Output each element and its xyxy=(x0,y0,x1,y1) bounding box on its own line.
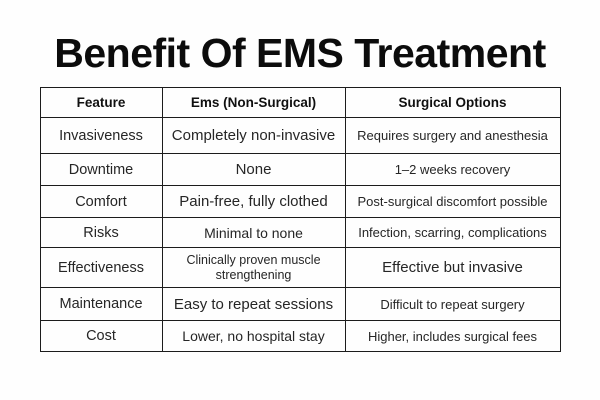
surgical-cell: Effective but invasive xyxy=(344,247,561,289)
ems-cell: Clinically proven muscle strengthening xyxy=(161,247,346,289)
comparison-table: Feature Ems (Non-Surgical) Surgical Opti… xyxy=(39,87,561,353)
ems-cell: Easy to repeat sessions xyxy=(161,287,346,322)
ems-cell: None xyxy=(161,153,346,187)
ems-cell: Lower, no hospital stay xyxy=(161,320,346,353)
column-header-ems: Ems (Non-Surgical) xyxy=(161,87,346,119)
column-header-feature: Feature xyxy=(39,87,163,119)
table-row-invasiveness: Invasiveness Completely non-invasive Req… xyxy=(39,117,561,155)
feature-cell: Risks xyxy=(39,217,163,249)
feature-cell: Downtime xyxy=(39,153,163,187)
surgical-cell: Post-surgical discomfort possible xyxy=(344,185,561,219)
table-row-risks: Risks Minimal to none Infection, scarrin… xyxy=(39,217,561,249)
table-row-cost: Cost Lower, no hospital stay Higher, inc… xyxy=(39,320,561,353)
table-row-downtime: Downtime None 1–2 weeks recovery xyxy=(39,153,561,187)
ems-cell: Completely non-invasive xyxy=(161,117,346,155)
surgical-cell: Difficult to repeat surgery xyxy=(344,287,561,322)
table-body: Invasiveness Completely non-invasive Req… xyxy=(39,117,561,353)
feature-cell: Effectiveness xyxy=(39,247,163,289)
table-row-effectiveness: Effectiveness Clinically proven muscle s… xyxy=(39,247,561,289)
surgical-cell: 1–2 weeks recovery xyxy=(344,153,561,187)
feature-cell: Maintenance xyxy=(39,287,163,322)
column-header-surgical: Surgical Options xyxy=(344,87,561,119)
surgical-cell: Requires surgery and anesthesia xyxy=(344,117,561,155)
ems-cell: Pain-free, fully clothed xyxy=(161,185,346,219)
surgical-cell: Infection, scarring, complications xyxy=(344,217,561,249)
table-header: Feature Ems (Non-Surgical) Surgical Opti… xyxy=(39,87,561,119)
table-row-comfort: Comfort Pain-free, fully clothed Post-su… xyxy=(39,185,561,219)
surgical-cell: Higher, includes surgical fees xyxy=(344,320,561,353)
header-row: Feature Ems (Non-Surgical) Surgical Opti… xyxy=(39,87,561,119)
page-title: Benefit Of EMS Treatment xyxy=(54,30,546,76)
feature-cell: Cost xyxy=(39,320,163,353)
table-row-maintenance: Maintenance Easy to repeat sessions Diff… xyxy=(39,287,561,322)
ems-cell: Minimal to none xyxy=(161,217,346,249)
feature-cell: Comfort xyxy=(39,185,163,219)
feature-cell: Invasiveness xyxy=(39,117,163,155)
